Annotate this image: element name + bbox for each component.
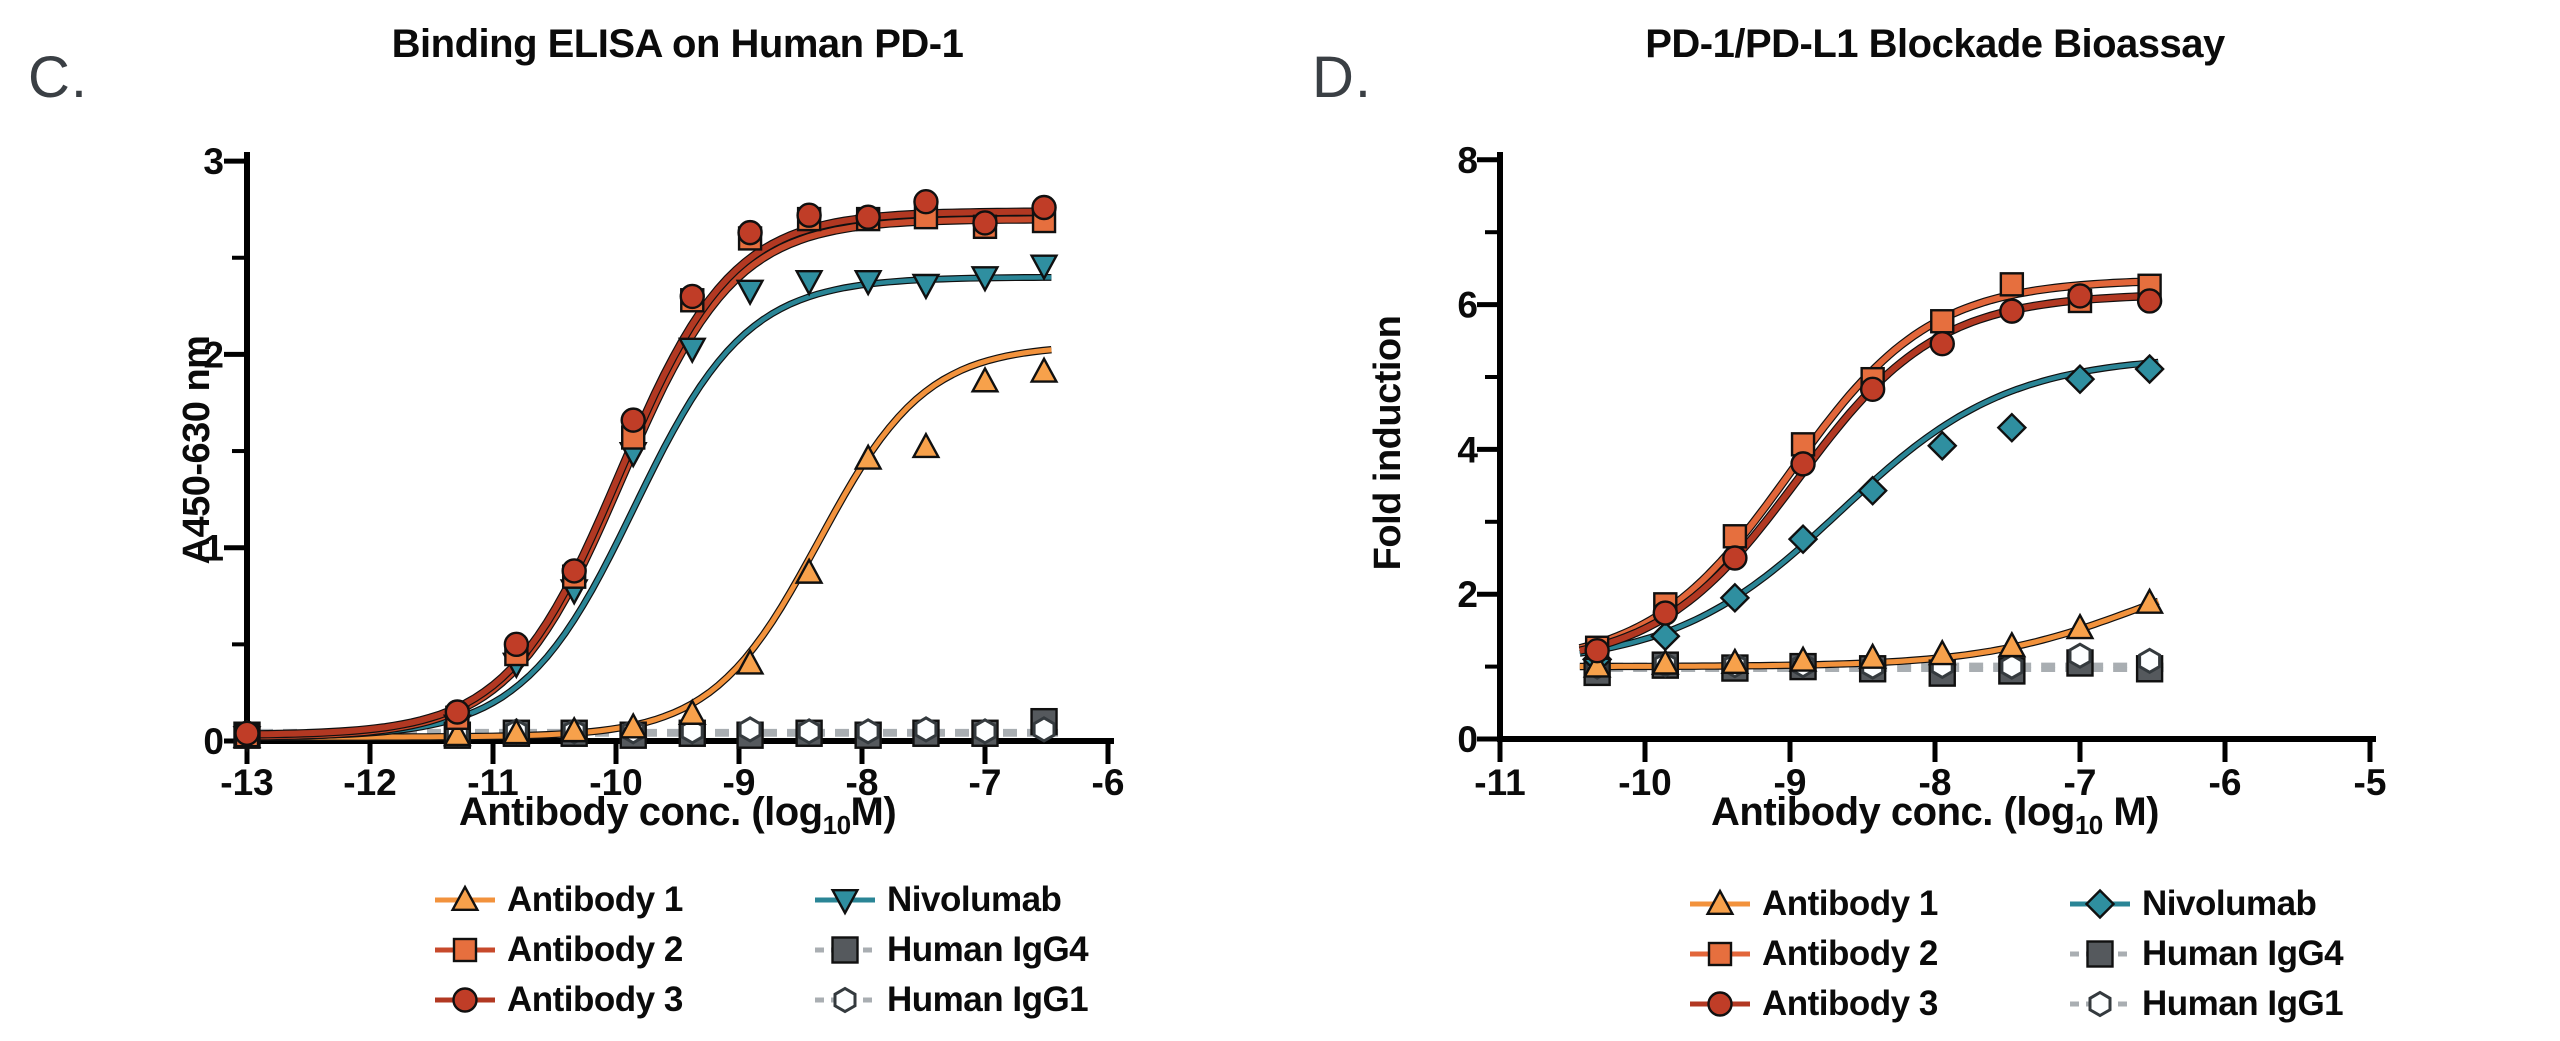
svg-text:4: 4 (1457, 429, 1478, 470)
svg-text:-6: -6 (1092, 762, 1125, 803)
nivolumab-marker-icon (2070, 888, 2130, 920)
svg-text:0: 0 (1457, 719, 1478, 760)
svg-text:2: 2 (1457, 574, 1478, 615)
legend-item-human-igg1: Human IgG1 (813, 980, 1089, 1020)
x-axis-label-d-unit: M) (2102, 790, 2159, 834)
svg-text:-6: -6 (2209, 762, 2242, 803)
antibody-2-points (1584, 272, 2162, 660)
human-igg1-marker-icon (815, 986, 875, 1014)
svg-text:8: 8 (1457, 140, 1478, 181)
legend-label: Antibody 2 (1762, 934, 1938, 973)
chart-title-d: PD-1/PD-L1 Blockade Bioassay (1645, 22, 2225, 66)
legend-item-antibody-3: Antibody 3 (1688, 984, 2068, 1024)
antibody-1-points (1582, 587, 2165, 678)
x-axis-label-d-text: Antibody conc. (log (1711, 790, 2075, 834)
legend-label: Nivolumab (2142, 884, 2317, 923)
legend-item-human-igg1: Human IgG1 (2068, 984, 2344, 1024)
antibody-1-marker-icon (1690, 888, 1750, 915)
legend-item-antibody-3: Antibody 3 (433, 980, 813, 1020)
svg-text:-7: -7 (969, 762, 1002, 803)
x-axis-label-d-subscript: 10 (2074, 810, 2103, 840)
antibody-1-marker-icon (435, 884, 495, 911)
legend-item-human-igg4: Human IgG4 (2068, 934, 2344, 974)
nivolumab-points (232, 254, 1059, 753)
legend-label: Antibody 1 (507, 880, 683, 919)
axes: -11 -10 -9 -8 -7 -6 -5 0 2 4 6 8 (1457, 140, 2386, 803)
svg-text:-12: -12 (343, 762, 396, 803)
panel-letter-d: D. (1312, 45, 1372, 110)
svg-text:3: 3 (203, 141, 224, 182)
svg-text:-11: -11 (1474, 762, 1525, 803)
legend-label: Human IgG4 (2142, 934, 2344, 973)
x-axis-label-c: Antibody conc. (log10M) (247, 790, 1108, 841)
legend-item-nivolumab: Nivolumab (2068, 884, 2343, 924)
nivolumab-marker-icon (815, 889, 875, 916)
svg-text:-7: -7 (2064, 762, 2097, 803)
antibody-3-points (1584, 283, 2163, 664)
x-axis-label-d: Antibody conc. (log10 M) (1500, 790, 2370, 841)
legend-label: Antibody 3 (1762, 984, 1938, 1023)
legend-item-antibody-2: Antibody 2 (433, 930, 813, 970)
legend-label: Antibody 3 (507, 980, 683, 1019)
svg-text:-10: -10 (589, 762, 642, 803)
nivolumab-curve (240, 273, 1052, 741)
svg-text:-5: -5 (2354, 762, 2387, 803)
antibody-3-marker-icon (1690, 991, 1750, 1017)
chart-title-c: Binding ELISA on Human PD-1 (391, 22, 964, 66)
legend-label: Human IgG1 (2142, 984, 2344, 1023)
axes: -13 -12 -11 -10 -9 -8 -7 -6 0 1 2 3 (203, 141, 1124, 803)
legend-label: Antibody 1 (1762, 884, 1938, 923)
human-igg1-marker-icon (2070, 990, 2130, 1018)
x-axis-label-c-subscript: 10 (822, 810, 851, 840)
legend-label: Nivolumab (887, 880, 1062, 919)
human-igg4-marker-icon (2070, 940, 2130, 968)
antibody-2-marker-icon (435, 937, 495, 963)
svg-text:2: 2 (203, 334, 224, 375)
svg-text:-13: -13 (220, 762, 273, 803)
legend-item-antibody-1: Antibody 1 (1688, 884, 2068, 924)
legend-label: Human IgG4 (887, 930, 1089, 969)
x-axis-label-c-unit: M) (850, 790, 897, 834)
svg-text:-9: -9 (723, 762, 756, 803)
legend-d: Antibody 1 Antibody 2 Antibody 3 Nivolumab H… (1688, 879, 2344, 1029)
svg-text:-10: -10 (1618, 762, 1671, 803)
human-igg4-marker-icon (815, 936, 875, 964)
legend-item-antibody-1: Antibody 1 (433, 880, 813, 920)
x-axis-label-c-text: Antibody conc. (log (458, 790, 823, 834)
svg-text:-11: -11 (467, 762, 518, 803)
legend-item-antibody-2: Antibody 2 (1688, 934, 2068, 974)
svg-text:-8: -8 (1919, 762, 1952, 803)
panel-letter-c: C. (28, 45, 88, 110)
panel-d-plot: -11 -10 -9 -8 -7 -6 -5 0 2 4 6 8 (1457, 140, 2386, 803)
antibody-3-points (234, 188, 1057, 746)
svg-text:6: 6 (1457, 285, 1478, 326)
antibody-3-marker-icon (435, 987, 495, 1013)
svg-text:-9: -9 (1774, 762, 1807, 803)
legend-label: Antibody 2 (507, 930, 683, 969)
panel-c-plot: -13 -12 -11 -10 -9 -8 -7 -6 0 1 2 3 (203, 141, 1124, 803)
legend-c: Antibody 1 Antibody 2 Antibody 3 Nivolumab H… (433, 875, 1089, 1025)
svg-text:0: 0 (203, 721, 224, 762)
legend-item-human-igg4: Human IgG4 (813, 930, 1089, 970)
svg-text:1: 1 (203, 528, 224, 569)
y-axis-label-c: A450-630 nm (176, 335, 218, 565)
legend-item-nivolumab: Nivolumab (813, 880, 1088, 920)
svg-text:-8: -8 (846, 762, 879, 803)
y-axis-label-d: Fold induction (1367, 315, 1409, 571)
legend-label: Human IgG1 (887, 980, 1089, 1019)
antibody-2-marker-icon (1690, 941, 1750, 967)
